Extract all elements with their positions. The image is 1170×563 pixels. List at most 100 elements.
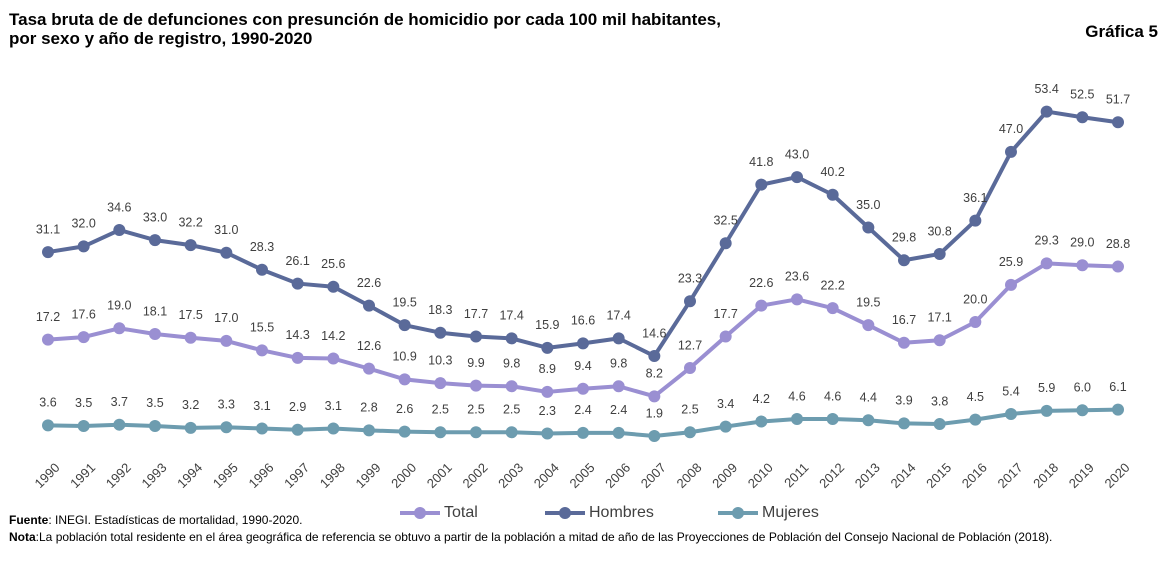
marker	[363, 424, 375, 437]
data-label: 18.3	[428, 303, 452, 317]
data-label: 18.1	[143, 304, 167, 318]
x-tick-label: 2001	[424, 460, 455, 491]
data-label: 12.6	[357, 339, 381, 353]
marker	[113, 418, 126, 431]
marker	[1076, 259, 1089, 272]
x-tick-label: 2012	[816, 460, 847, 491]
data-label: 22.2	[820, 278, 844, 292]
data-label: 3.2	[182, 398, 199, 412]
marker	[327, 422, 340, 435]
data-label: 4.5	[967, 390, 984, 404]
marker	[505, 380, 518, 393]
data-label: 2.8	[360, 401, 377, 415]
marker	[1112, 403, 1124, 416]
data-label: 5.4	[1002, 384, 1019, 398]
marker	[612, 426, 625, 439]
x-tick-label: 2010	[745, 460, 776, 491]
data-label: 22.6	[749, 276, 773, 290]
data-label: 53.4	[1034, 82, 1058, 96]
x-tick-label: 1992	[103, 460, 134, 491]
marker	[577, 382, 589, 395]
data-label: 17.4	[606, 309, 630, 323]
data-label: 2.5	[503, 403, 520, 417]
data-label: 4.6	[788, 389, 805, 403]
series-line	[47, 261, 1119, 399]
x-tick-label: 1998	[317, 460, 348, 491]
data-label: 2.9	[289, 400, 306, 414]
data-label: 31.1	[36, 222, 60, 236]
data-label: 31.0	[214, 223, 238, 237]
data-label: 12.7	[678, 338, 702, 352]
marker	[791, 293, 803, 306]
x-tick-label: 2013	[852, 460, 883, 491]
data-label: 41.8	[749, 155, 773, 169]
data-label: 3.3	[218, 398, 235, 412]
marker	[184, 331, 197, 344]
data-label: 17.0	[214, 311, 238, 325]
data-label: 19.5	[392, 295, 416, 309]
marker	[1005, 278, 1017, 291]
x-tick-label: 1995	[210, 460, 241, 491]
data-label: 25.9	[999, 255, 1023, 269]
legend-label: Total	[444, 504, 478, 521]
legend-marker	[559, 507, 571, 519]
marker	[291, 351, 304, 364]
marker	[1076, 404, 1089, 417]
data-label: 1.9	[646, 406, 663, 420]
data-label: 2.3	[539, 404, 556, 418]
data-label: 47.0	[999, 122, 1023, 136]
marker	[42, 246, 54, 259]
data-label: 2.5	[467, 403, 484, 417]
note-label: Nota	[9, 530, 36, 544]
x-tick-label: 1991	[67, 460, 98, 491]
data-label: 23.6	[785, 270, 809, 284]
data-label: 4.2	[753, 392, 770, 406]
x-tick-label: 2017	[994, 460, 1025, 491]
marker	[719, 330, 732, 343]
marker	[933, 247, 946, 260]
data-label: 4.4	[860, 391, 877, 405]
marker	[1112, 116, 1124, 129]
data-label: 6.0	[1074, 380, 1091, 394]
data-label: 3.7	[111, 395, 128, 409]
data-label: 32.5	[713, 214, 737, 228]
marker	[256, 263, 268, 276]
marker	[1040, 105, 1053, 118]
data-label: 9.4	[574, 359, 591, 373]
data-label: 28.8	[1106, 237, 1130, 251]
marker	[149, 327, 161, 340]
marker	[862, 414, 875, 427]
x-tick-label: 2006	[602, 460, 633, 491]
marker	[77, 331, 90, 344]
data-label: 3.8	[931, 394, 948, 408]
data-label: 3.1	[325, 399, 342, 413]
data-label: 26.1	[285, 254, 309, 268]
marker	[541, 341, 554, 354]
x-tick-label: 2019	[1066, 460, 1097, 491]
marker	[1040, 257, 1053, 270]
marker	[220, 421, 233, 434]
x-tick-label: 2008	[673, 460, 704, 491]
data-label: 10.3	[428, 353, 452, 367]
marker	[826, 302, 839, 315]
data-label: 17.2	[36, 310, 60, 324]
data-label: 25.6	[321, 257, 345, 271]
data-label: 36.1	[963, 191, 987, 205]
data-label: 2.6	[396, 402, 413, 416]
marker	[826, 188, 839, 201]
x-tick-label: 2016	[959, 460, 990, 491]
marker	[577, 337, 589, 350]
marker	[1076, 111, 1089, 124]
marker	[791, 413, 803, 426]
data-label: 34.6	[107, 200, 131, 214]
marker	[113, 322, 126, 335]
x-tick-label: 2005	[566, 460, 597, 491]
data-label: 51.7	[1106, 93, 1130, 107]
marker	[898, 254, 910, 267]
legend-marker	[732, 507, 744, 519]
marker	[1005, 407, 1017, 420]
data-label: 3.5	[146, 396, 163, 410]
marker	[291, 423, 304, 436]
data-label: 17.1	[927, 311, 951, 325]
